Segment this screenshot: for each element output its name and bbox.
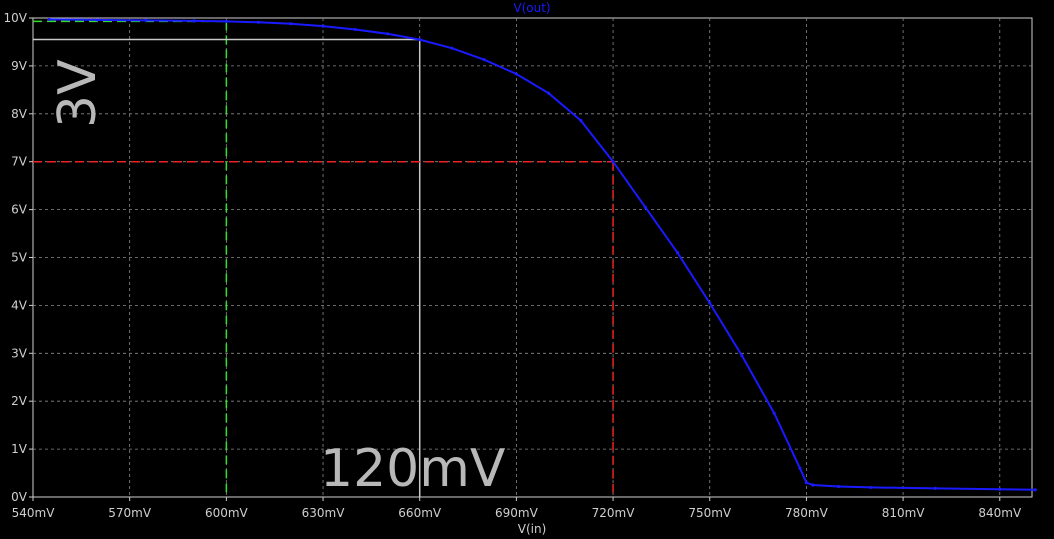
x-tick-label: 690mV — [495, 506, 539, 520]
data-point — [192, 19, 196, 23]
series-layer — [47, 17, 1037, 492]
y-tick-label: 5V — [11, 251, 28, 265]
grid — [33, 18, 1032, 497]
x-tick-label: 600mV — [205, 506, 249, 520]
data-point — [95, 18, 100, 22]
x-tick-label: 660mV — [398, 506, 442, 520]
axis-ticks: 540mV 570mV 600mV 630mV 660mV 690mV 720mV 750mV… — [4, 11, 1022, 520]
data-point — [353, 27, 357, 32]
data-point — [321, 24, 325, 28]
annotation-3v: 3V — [48, 59, 108, 128]
data-point — [740, 354, 744, 358]
annotation-120mv: 120mV — [320, 439, 506, 499]
data-point — [256, 20, 261, 24]
data-point — [450, 46, 454, 50]
data-point — [144, 18, 148, 22]
data-point — [1033, 488, 1037, 492]
y-tick-label: 2V — [11, 394, 28, 408]
data-point — [811, 483, 815, 487]
x-tick-label: 840mV — [978, 506, 1022, 520]
y-tick-label: 9V — [11, 59, 28, 73]
data-point — [385, 32, 390, 36]
data-point — [933, 486, 937, 490]
x-tick-label: 540mV — [12, 506, 56, 520]
x-tick-label: 570mV — [108, 506, 152, 520]
data-point — [611, 160, 615, 164]
data-point — [418, 37, 422, 42]
data-point — [224, 19, 228, 23]
data-point — [547, 91, 551, 95]
chart-title: V(out) — [513, 1, 550, 15]
data-point — [869, 485, 873, 490]
y-tick-label: 0V — [11, 490, 28, 504]
x-tick-label: 810mV — [882, 506, 926, 520]
data-point — [772, 411, 776, 415]
y-tick-label: 1V — [11, 442, 28, 456]
y-tick-label: 4V — [11, 298, 28, 312]
data-point — [675, 251, 680, 255]
annotations: 3V 120mV — [48, 59, 506, 499]
y-tick-label: 10V — [4, 11, 28, 25]
data-point — [708, 301, 712, 305]
x-tick-label: 780mV — [785, 506, 829, 520]
data-point — [798, 466, 802, 470]
x-tick-label: 720mV — [592, 506, 636, 520]
data-point — [514, 72, 518, 76]
y-tick-label: 7V — [11, 155, 28, 169]
x-axis-title: V(in) — [518, 522, 547, 536]
y-tick-label: 8V — [11, 107, 28, 121]
data-point — [47, 17, 51, 22]
data-point — [804, 481, 809, 485]
data-point — [482, 58, 486, 62]
series-line-vout — [49, 18, 1036, 491]
y-tick-label: 6V — [11, 203, 28, 217]
data-point — [998, 487, 1002, 491]
data-point — [643, 205, 647, 209]
x-tick-label: 750mV — [688, 506, 732, 520]
x-tick-label: 630mV — [302, 506, 346, 520]
data-point — [837, 484, 841, 489]
y-tick-label: 3V — [11, 346, 28, 360]
data-point — [579, 118, 583, 123]
data-point — [289, 22, 293, 26]
